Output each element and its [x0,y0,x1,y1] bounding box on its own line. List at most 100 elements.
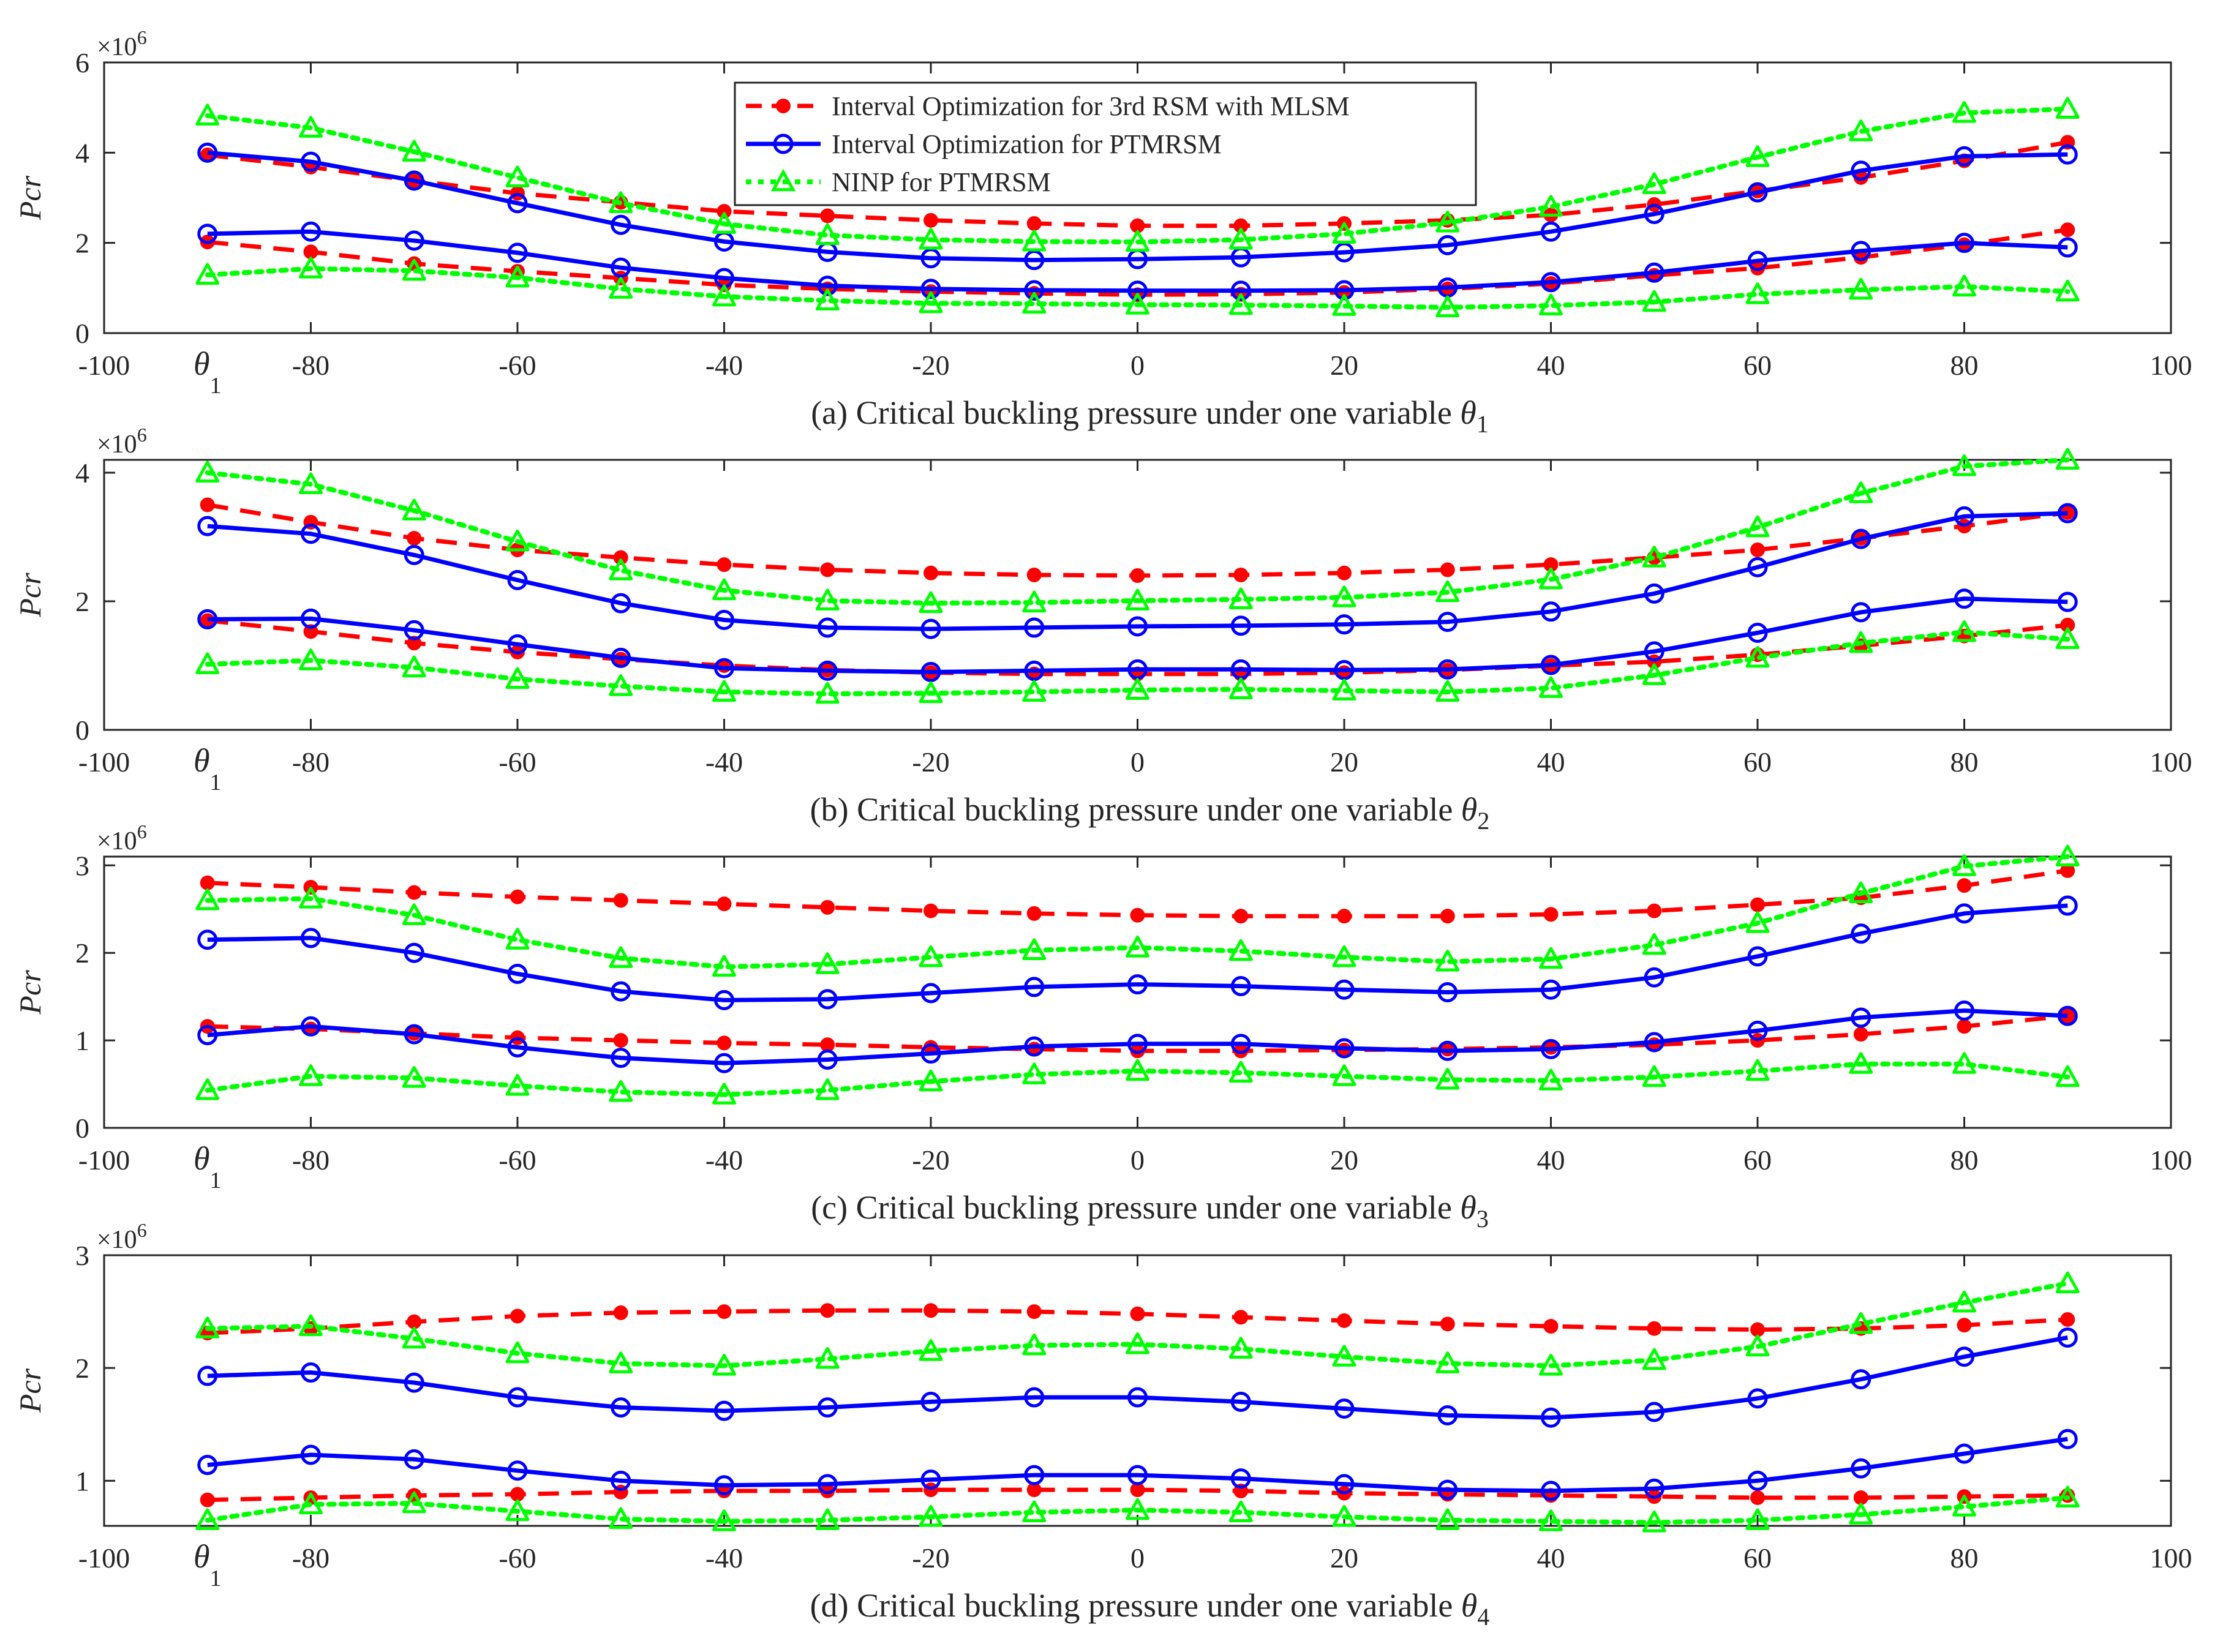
data-point-dot [1233,909,1249,924]
data-point-dot [613,1033,628,1048]
x-tick-label: 0 [1130,350,1145,381]
data-point-dot [1750,1490,1765,1505]
data-point-triangle [505,1073,530,1096]
data-point-triangle [919,228,943,250]
data-point-circle [1851,241,1871,261]
data-point-circle [1230,615,1251,636]
series-line [205,457,2071,606]
data-point-triangle [1435,949,1460,972]
data-point-triangle [402,903,426,925]
data-point-circle [1334,1398,1355,1419]
series-line [207,1436,2068,1493]
data-point-circle [920,618,941,639]
caption-text: (c) Critical buckling pressure under one… [811,1189,1460,1226]
data-point-circle [817,276,838,296]
data-point-triangle [1539,1353,1563,1376]
y-tick-label: 1 [75,1465,89,1496]
series-line [207,1008,2068,1065]
data-point-circle [920,248,941,269]
data-point-triangle [1228,1500,1253,1522]
data-point-dot [1026,567,1042,582]
data-point-triangle [1228,1337,1253,1359]
legend: Interval Optimization for 3rd RSM with M… [734,81,1477,206]
data-point-triangle [1332,945,1356,967]
data-point-triangle [1126,1332,1149,1354]
x-start-variable-symbol: θ [194,1538,210,1575]
x-start-variable-symbol: θ [194,345,210,382]
data-point-circle [1541,979,1561,1000]
y-tick-label: 2 [75,937,89,969]
data-point-dot [820,208,835,223]
data-point-dot [923,903,938,918]
data-point-triangle [1332,1345,1356,1367]
data-point-triangle [1849,881,1873,904]
data-point-circle [404,170,424,191]
data-point-triangle [1022,229,1047,252]
series-line [205,1281,2071,1369]
data-point-triangle [1952,854,1976,876]
plot-area [103,1254,2172,1527]
caption-subscript: 3 [1476,1205,1489,1233]
y-exponent-base: ×10 [97,827,137,855]
data-point-dot [1543,557,1559,573]
data-point-triangle [1849,1312,1873,1334]
data-point-circle [1954,506,1974,527]
data-point-triangle [919,291,943,314]
data-point-triangle [1745,1508,1770,1530]
data-point-circle [1747,946,1768,967]
data-point-triangle [299,116,323,138]
series-line [205,266,2071,310]
data-point-dot [407,531,422,546]
data-point-circle [1437,1040,1458,1061]
data-point-triangle [712,284,736,307]
data-point-triangle [402,1066,426,1088]
data-point-dot [200,613,215,628]
legend-marker-dot [776,99,791,113]
data-point-dot [820,1303,835,1318]
data-point-triangle [1022,1333,1047,1356]
x-tick-label: 60 [1743,746,1772,778]
data-point-triangle [815,952,840,974]
data-point-triangle [815,1346,840,1369]
data-point-circle [1747,1470,1768,1491]
data-point-circle [404,1024,424,1045]
data-point-dot [1440,909,1455,924]
caption-variable: θ [1461,791,1478,828]
y-tick-label: 3 [75,1240,89,1271]
data-point-circle [2057,591,2078,612]
x-start-variable-label: θ1 [194,1140,222,1193]
data-point-circle [1541,601,1561,622]
data-point-triangle [919,681,943,704]
data-point-triangle [195,263,220,285]
data-point-circle [1851,1458,1871,1479]
data-point-dot [407,1314,422,1329]
data-point-triangle [299,1064,323,1086]
data-point-dot [923,565,938,580]
legend-label: Interval Optimization for 3rd RSM with M… [832,91,1350,121]
data-point-circle [611,257,631,278]
data-point-circle [197,223,218,244]
series-line [205,1495,2071,1525]
x-tick-label: -60 [498,350,536,381]
data-point-circle [1644,1402,1664,1422]
data-point-triangle [1952,1290,1976,1313]
data-point-triangle [712,578,736,601]
data-point-triangle [299,472,323,494]
data-point-dot [1440,1316,1455,1332]
x-tick-label: -100 [78,1144,130,1176]
x-tick-label: -20 [912,1542,949,1574]
x-tick-label: -100 [78,746,130,778]
data-point-circle [2057,1005,2078,1026]
data-point-circle [301,1444,321,1465]
data-point-dot [1337,909,1352,924]
legend-marker-circle [773,133,794,154]
panel-caption: (b) Critical buckling pressure under one… [810,791,1490,835]
data-point-circle [1541,272,1561,293]
data-point-circle [1437,659,1458,680]
data-point-triangle [1332,222,1356,244]
x-tick-label: -40 [705,350,743,381]
data-point-circle [1644,1478,1664,1499]
data-point-triangle [2055,1065,2080,1087]
data-point-triangle [609,1507,633,1530]
